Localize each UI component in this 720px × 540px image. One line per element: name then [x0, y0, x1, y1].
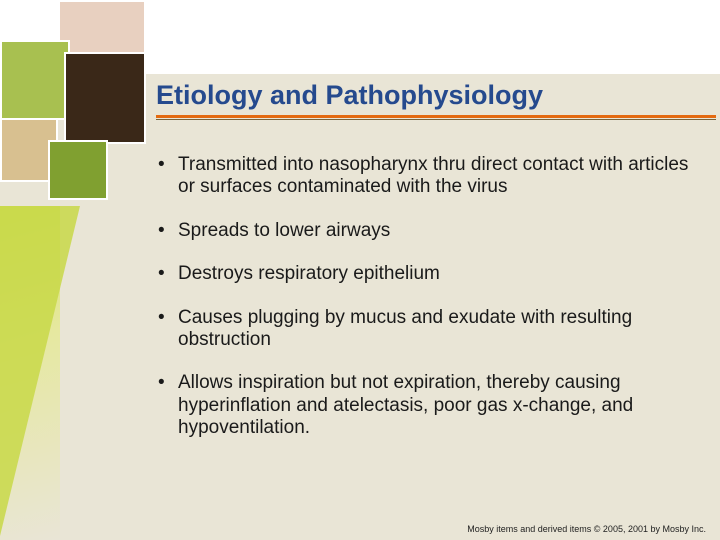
bullet-item: Destroys respiratory epithelium [156, 263, 696, 285]
title-underline [156, 115, 716, 118]
bullet-item: Allows inspiration but not expiration, t… [156, 372, 696, 439]
content-area: Transmitted into nasopharynx thru direct… [156, 154, 696, 461]
bullet-item: Spreads to lower airways [156, 220, 696, 242]
title-underline-thin [156, 119, 716, 120]
bullet-item: Causes plugging by mucus and exudate wit… [156, 307, 696, 352]
photo-tile [48, 140, 108, 200]
photo-collage [0, 0, 148, 208]
title-block: Etiology and Pathophysiology [156, 80, 696, 120]
photo-tile [58, 0, 146, 60]
bullet-item: Transmitted into nasopharynx thru direct… [156, 154, 696, 199]
bullet-list: Transmitted into nasopharynx thru direct… [156, 154, 696, 440]
photo-tile [0, 40, 70, 120]
side-accent-triangle [0, 206, 80, 536]
slide-title: Etiology and Pathophysiology [156, 80, 696, 111]
footer-copyright: Mosby items and derived items © 2005, 20… [467, 524, 706, 534]
photo-tile [64, 52, 146, 144]
